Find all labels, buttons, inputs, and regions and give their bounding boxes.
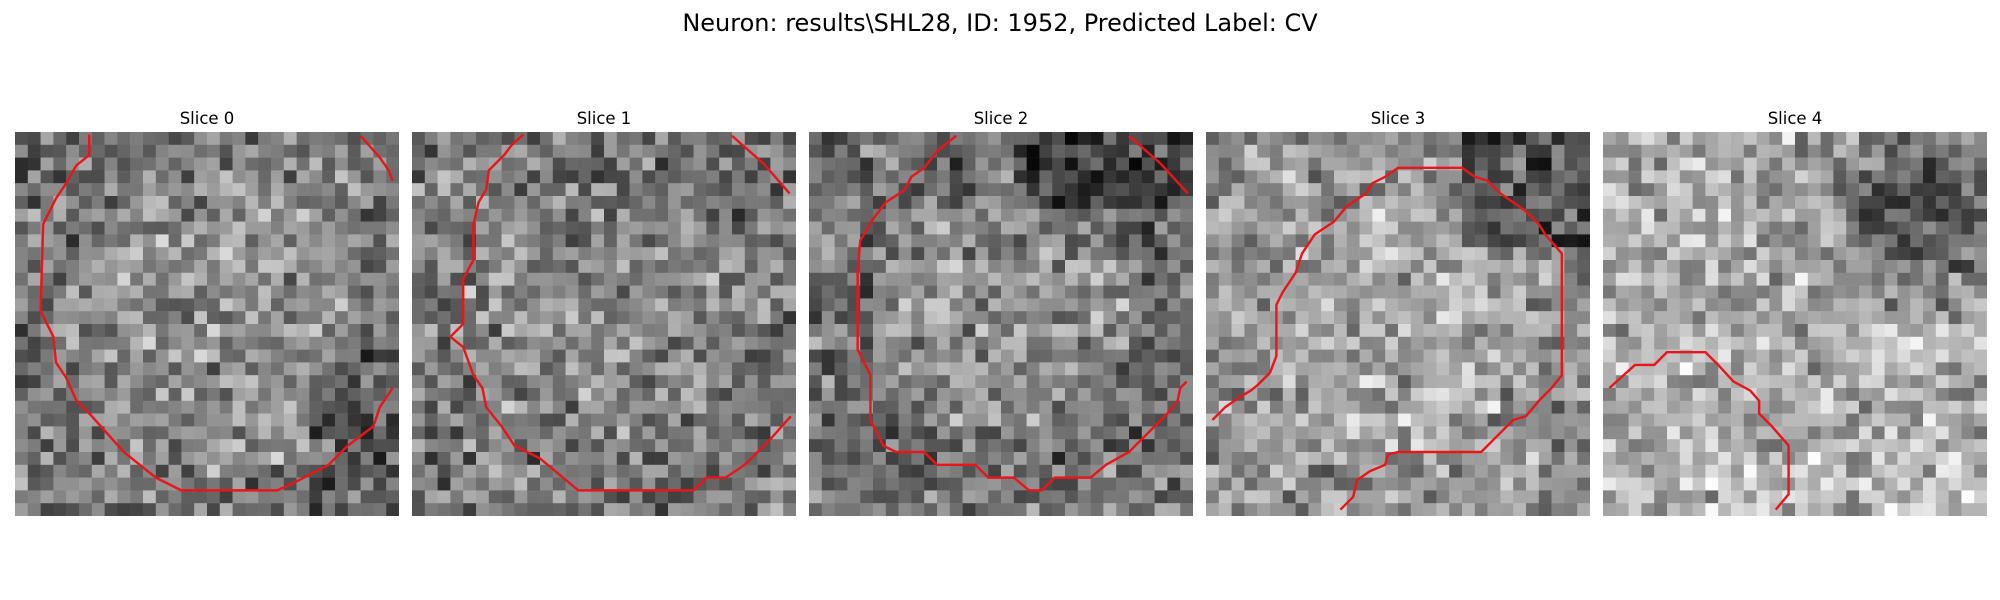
slice-4-pixels [1603,132,1987,516]
slice-2-pixels [809,132,1193,516]
slice-3-title: Slice 3 [1370,109,1426,128]
slice-2-panel: Slice 2 [809,108,1193,516]
slice-0-heatmap [15,132,399,516]
slice-4-title: Slice 4 [1767,109,1823,128]
figure-title: Neuron: results\SHL28, ID: 1952, Predict… [682,9,1318,37]
slice-0-contour-1 [359,135,394,182]
slice-1-title: Slice 1 [576,109,632,128]
slice-1-heatmap [412,132,796,516]
slice-2-contour-0 [856,134,1188,492]
slice-0-panel: Slice 0 [15,108,399,516]
slice-3-panel: Slice 3 [1206,108,1590,516]
slice-1-pixels [412,132,796,516]
slice-1-contour-0 [449,133,792,492]
slice-2-contour-1 [1128,134,1189,195]
slice-0-pixels [15,132,399,516]
slice-2-title: Slice 2 [973,109,1029,128]
slice-0-contour-0 [39,134,394,492]
slice-4-contour-0 [1608,350,1790,511]
slice-1-panel: Slice 1 [412,108,796,516]
slice-4-heatmap [1603,132,1987,516]
slice-3-pixels [1206,132,1590,516]
slice-2-heatmap [809,132,1193,516]
slice-3-contour-0 [1211,166,1564,511]
slice-0-title: Slice 0 [179,109,235,128]
slice-1-contour-1 [731,134,791,195]
slice-4-panel: Slice 4 [1603,108,1987,516]
slice-3-heatmap [1206,132,1590,516]
